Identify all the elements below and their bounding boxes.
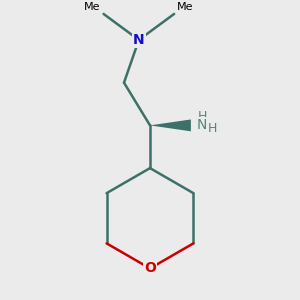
Polygon shape [150, 119, 191, 131]
Text: Me: Me [84, 2, 101, 12]
Text: N: N [133, 33, 145, 47]
Text: H: H [208, 122, 217, 135]
Text: Me: Me [177, 2, 194, 12]
Text: O: O [144, 261, 156, 275]
Text: N: N [197, 118, 207, 132]
Text: H: H [197, 110, 207, 123]
